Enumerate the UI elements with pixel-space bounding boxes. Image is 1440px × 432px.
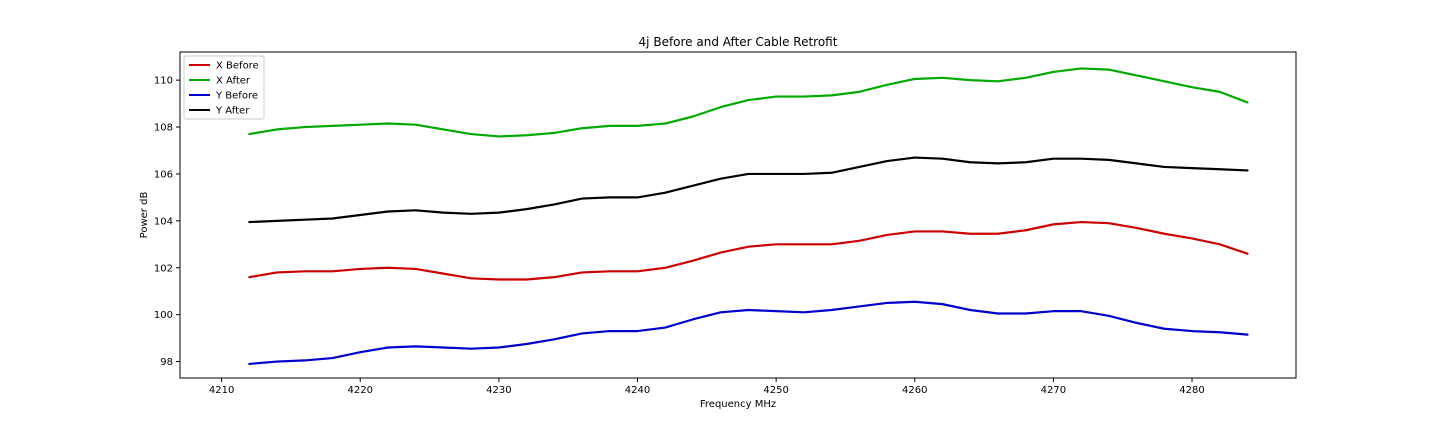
y-tick-label-2: 102 — [154, 263, 173, 274]
x-axis: 4210 4220 4230 4240 4250 4260 4270 4280 — [209, 378, 1205, 396]
legend-label-0: X Before — [216, 61, 259, 72]
x-tick-label-6: 4270 — [1041, 385, 1066, 396]
y-axis: 98 100 102 104 106 108 110 — [154, 76, 180, 368]
x-tick-label-3: 4240 — [625, 385, 650, 396]
chart-title: 4j Before and After Cable Retrofit — [639, 35, 838, 49]
series-line-3 — [248, 156, 1249, 224]
y-tick-label-4: 106 — [154, 169, 173, 180]
legend-frame — [183, 55, 265, 120]
legend-label-1: X After — [216, 76, 251, 87]
legend-label-3: Y After — [215, 106, 250, 117]
series-line-0 — [248, 220, 1249, 281]
x-tick-label-5: 4260 — [902, 385, 927, 396]
legend: X Before X After Y Before Y After — [183, 55, 265, 120]
x-tick-label-0: 4210 — [209, 385, 234, 396]
y-tick-label-3: 104 — [154, 216, 173, 227]
plot-area — [179, 51, 1297, 379]
y-tick-label-6: 110 — [154, 76, 173, 87]
x-axis-label: Frequency MHz — [700, 399, 776, 410]
series-layer — [248, 67, 1249, 366]
series-line-2 — [248, 300, 1249, 366]
y-tick-label-1: 100 — [154, 310, 173, 321]
x-tick-label-4: 4250 — [763, 385, 788, 396]
series-line-1 — [248, 67, 1249, 138]
y-tick-label-0: 98 — [160, 357, 173, 368]
x-tick-label-2: 4230 — [486, 385, 511, 396]
x-tick-label-7: 4280 — [1179, 385, 1204, 396]
legend-label-2: Y Before — [215, 91, 258, 102]
x-tick-label-1: 4220 — [347, 385, 372, 396]
y-axis-label: Power dB — [139, 192, 150, 239]
y-tick-label-5: 108 — [154, 123, 173, 134]
